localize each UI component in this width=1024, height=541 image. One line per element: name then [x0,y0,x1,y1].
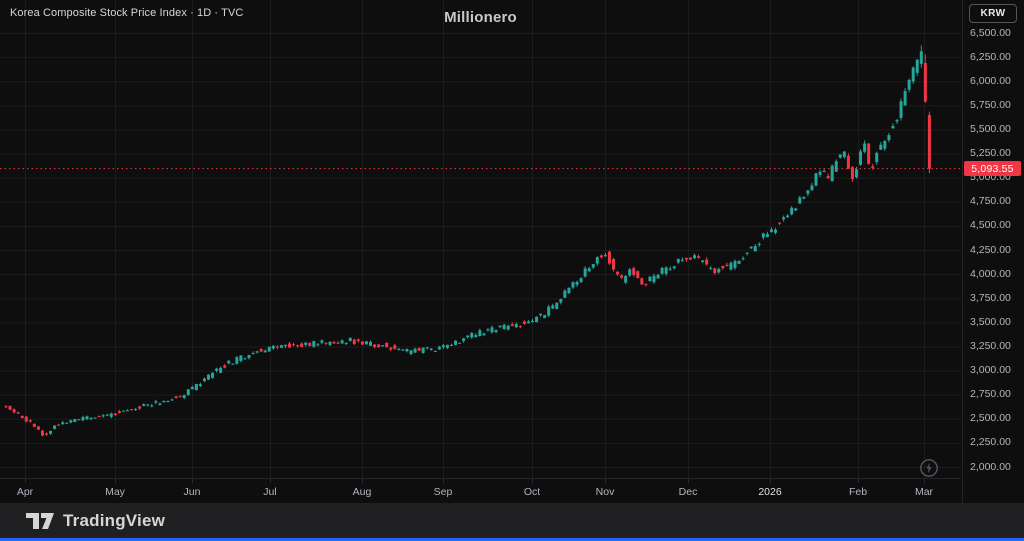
time-tick-label: Nov [595,486,615,498]
time-tick-label: Feb [848,486,868,498]
price-axis[interactable]: KRW 6,500.00 6,250.00 6,000.00 5,750.00 5,50… [962,0,1024,503]
price-tick-label: 3,000.00 [970,364,1011,377]
price-tick-label: 6,500.00 [970,26,1011,39]
time-tick-mark [115,479,116,483]
time-tick-mark [25,479,26,483]
price-tick-label: 3,250.00 [970,339,1011,352]
time-tick-mark [688,479,689,483]
time-tick-label: Oct [523,486,541,498]
time-tick-label: Aug [352,486,372,498]
symbol-title[interactable]: Korea Composite Stock Price Index · 1D ·… [10,7,244,19]
price-tick-label: 2,500.00 [970,412,1011,425]
current-price-badge: 5,093.55 [964,161,1021,177]
time-tick-mark [192,479,193,483]
time-tick-label: Apr [16,486,34,498]
tradingview-logo-icon [26,512,54,529]
time-tick-mark [270,479,271,483]
currency-toggle-button[interactable]: KRW [969,4,1017,23]
price-tick-label: 3,750.00 [970,291,1011,304]
time-tick-mark [362,479,363,483]
price-tick-label: 2,750.00 [970,388,1011,401]
time-tick-mark [770,479,771,483]
candles [4,45,931,437]
time-tick-mark [443,479,444,483]
time-tick-mark [605,479,606,483]
time-tick-mark [858,479,859,483]
price-tick-label: 2,000.00 [970,460,1011,473]
lightning-badge-icon [918,457,940,479]
time-tick-label: 2026 [758,486,782,498]
price-tick-label: 6,250.00 [970,50,1011,63]
price-tick-label: 4,500.00 [970,219,1011,232]
time-axis[interactable]: Apr May Jun Jul Aug Sep Oct Nov Dec 2026 Feb Mar [0,478,961,504]
tradingview-logo[interactable]: TradingView [25,511,165,531]
price-tick-label: 5,750.00 [970,98,1011,111]
price-tick-label: 5,250.00 [970,147,1011,160]
time-tick-label: May [105,486,125,498]
time-tick-mark [532,479,533,483]
price-tick-label: 4,000.00 [970,267,1011,280]
time-tick-label: Sep [433,486,453,498]
price-tick-label: 6,000.00 [970,74,1011,87]
time-tick-mark [924,479,925,483]
gridlines [0,0,961,478]
candlestick-chart[interactable] [0,0,961,478]
bottom-accent-strip [0,538,1024,541]
price-tick-label: 4,750.00 [970,195,1011,208]
price-tick-label: 2,250.00 [970,436,1011,449]
time-tick-label: Jul [263,486,277,498]
time-tick-label: Dec [678,486,698,498]
chart-pane[interactable]: Korea Composite Stock Price Index · 1D ·… [0,0,961,478]
time-tick-label: Jun [183,486,201,498]
price-tick-label: 3,500.00 [970,315,1011,328]
price-tick-label: 5,500.00 [970,122,1011,135]
price-tick-label: 4,250.00 [970,243,1011,256]
time-tick-label: Mar [914,486,934,498]
tradingview-logo-text: TradingView [63,510,166,530]
footer-bar: TradingView [0,503,1024,538]
